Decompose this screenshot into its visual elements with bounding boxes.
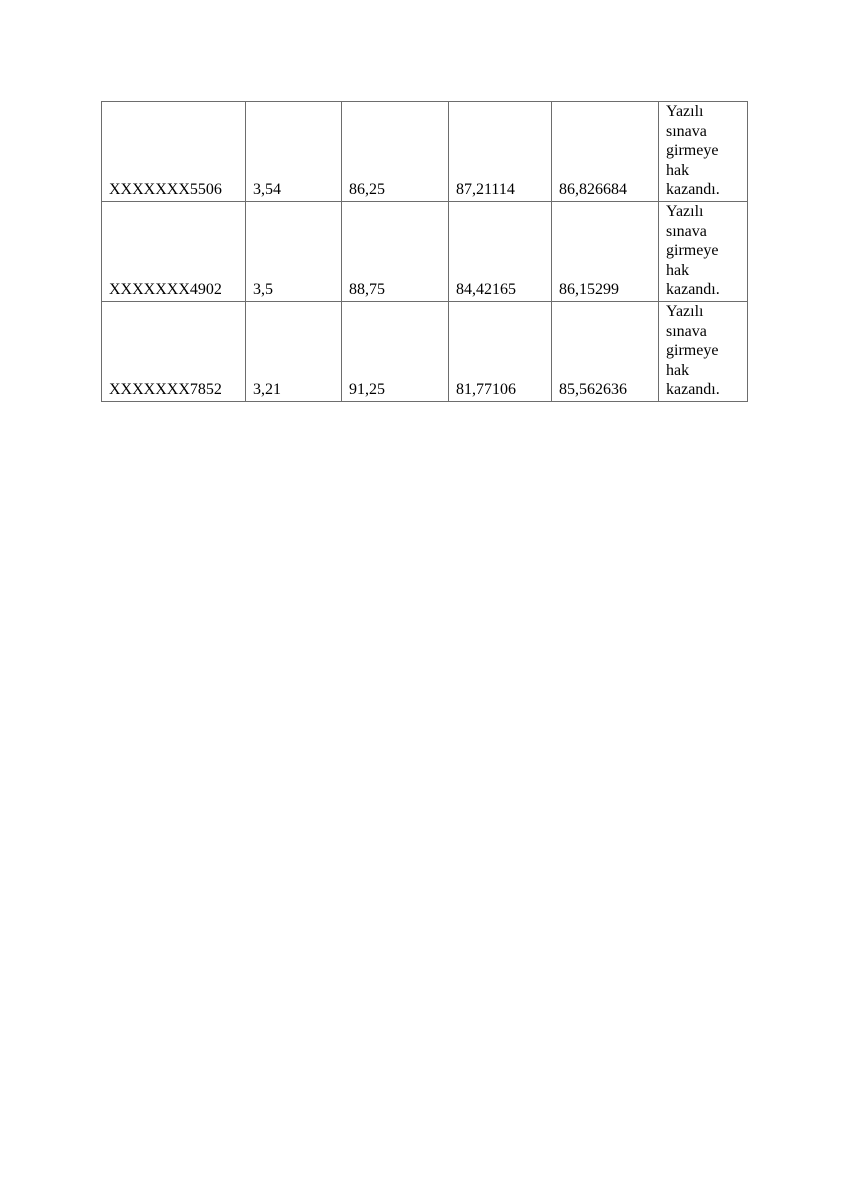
candidate-id-cell: XXXXXXX4902: [101, 200, 246, 302]
score-cell: 81,77106: [448, 300, 552, 402]
score-cell: 87,21114: [448, 101, 552, 202]
candidate-id-cell: XXXXXXX5506: [101, 101, 246, 202]
score-cell: 86,25: [341, 101, 449, 202]
score-cell: 3,21: [245, 300, 342, 402]
score-cell: 84,42165: [448, 200, 552, 302]
total-score-cell: 85,562636: [551, 300, 659, 402]
total-score-cell: 86,826684: [551, 101, 659, 202]
candidate-id-cell: XXXXXXX7852: [101, 300, 246, 402]
results-table: XXXXXXX5506 3,54 86,25 87,21114 86,82668…: [101, 101, 748, 402]
score-cell: 3,54: [245, 101, 342, 202]
result-cell: Yazılı sınava girmeye hak kazandı.: [658, 101, 748, 202]
total-score-cell: 86,15299: [551, 200, 659, 302]
table-row: XXXXXXX7852 3,21 91,25 81,77106 85,56263…: [101, 300, 748, 402]
table-row: XXXXXXX4902 3,5 88,75 84,42165 86,15299 …: [101, 200, 748, 302]
table-row: XXXXXXX5506 3,54 86,25 87,21114 86,82668…: [101, 101, 748, 202]
result-cell: Yazılı sınava girmeye hak kazandı.: [658, 300, 748, 402]
result-cell: Yazılı sınava girmeye hak kazandı.: [658, 200, 748, 302]
score-cell: 88,75: [341, 200, 449, 302]
score-cell: 91,25: [341, 300, 449, 402]
score-cell: 3,5: [245, 200, 342, 302]
